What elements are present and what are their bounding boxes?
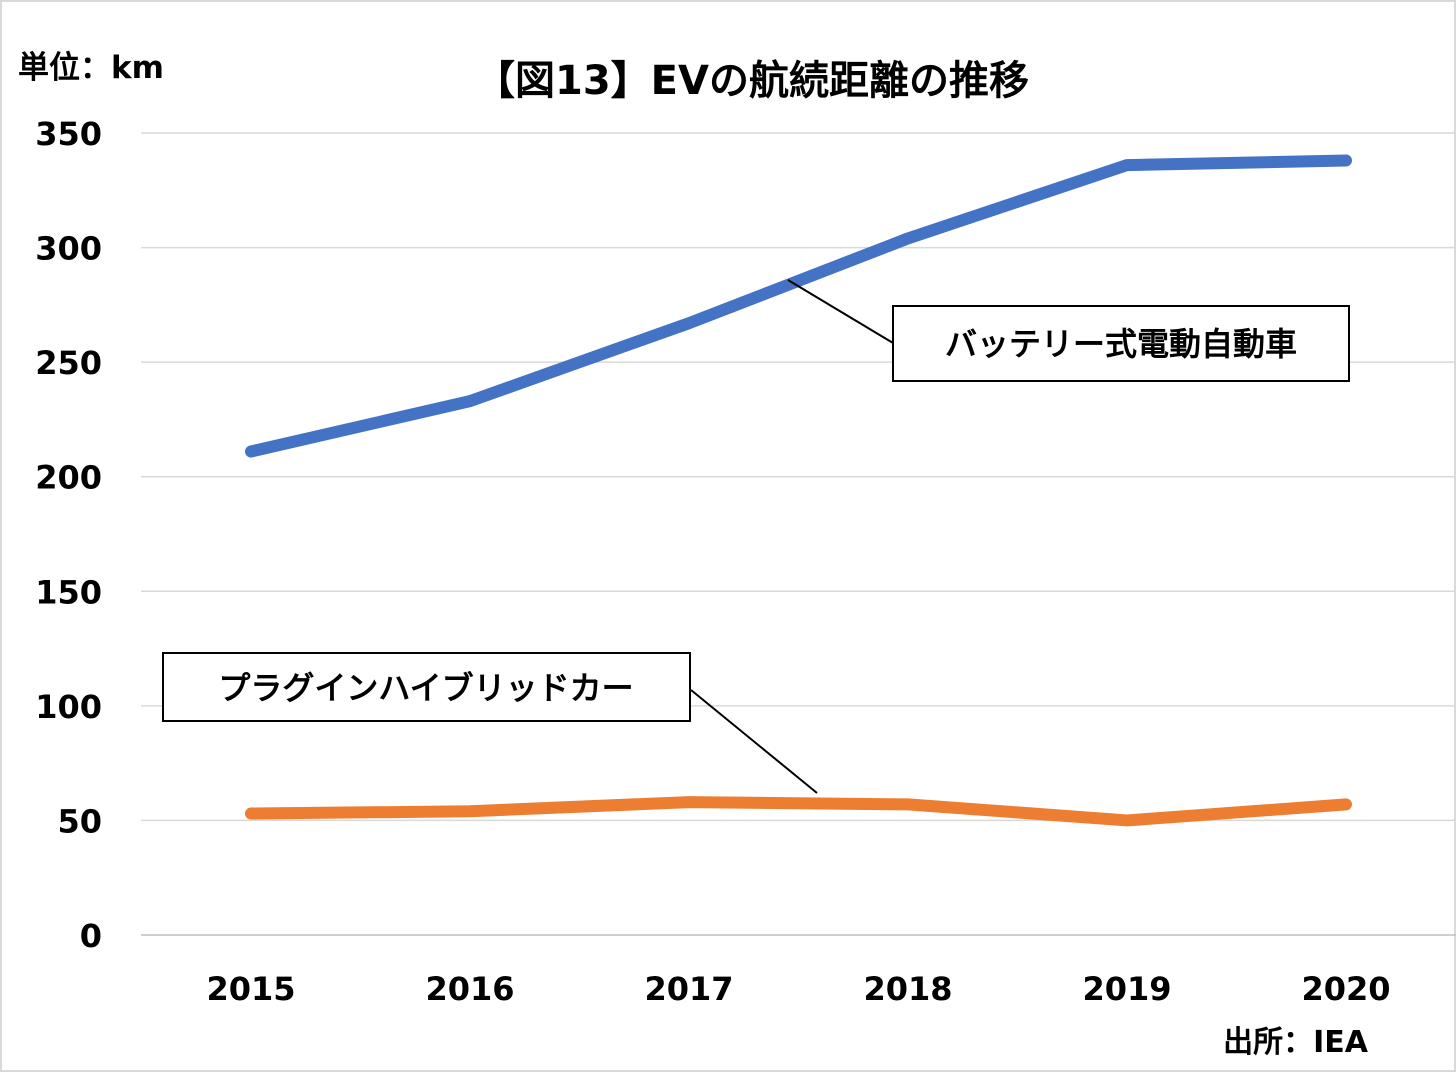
- series-lines: [245, 154, 1352, 827]
- callout-box-bev: [892, 305, 1350, 382]
- source-note: 出所：IEA: [1223, 1025, 1369, 1060]
- y-tick-label: 150: [35, 573, 102, 611]
- chart-title: 【図13】EVの航続距離の推移: [475, 58, 1029, 104]
- x-tick-label: 2019: [1082, 970, 1171, 1008]
- unit-label: 単位：km: [18, 50, 164, 86]
- y-tick-label: 50: [57, 802, 102, 840]
- y-tick-label: 300: [35, 230, 102, 268]
- x-tick-label: 2016: [425, 970, 514, 1008]
- callout-leader-phev: [690, 689, 818, 794]
- y-tick-label: 350: [35, 115, 102, 153]
- y-axis-ticks: 0 50 100 150 200 250 300 350: [35, 115, 102, 955]
- y-tick-label: 100: [35, 688, 102, 726]
- y-tick-label: 0: [80, 917, 102, 955]
- callout-leader-bev: [787, 279, 894, 344]
- x-axis-ticks: 2015 2016 2017 2018 2019 2020: [206, 970, 1390, 1008]
- x-tick-label: 2015: [206, 970, 295, 1008]
- series-line-0: [245, 154, 1352, 458]
- series-label-bev: バッテリー式電動自動車: [945, 325, 1297, 363]
- series-line-1: [245, 796, 1352, 827]
- y-tick-label: 250: [35, 344, 102, 382]
- callout-box-phev: [162, 652, 691, 722]
- x-tick-label: 2020: [1301, 970, 1390, 1008]
- x-tick-label: 2017: [644, 970, 733, 1008]
- y-tick-label: 200: [35, 459, 102, 497]
- x-tick-label: 2018: [863, 970, 952, 1008]
- series-label-phev: プラグインハイブリッドカー: [218, 669, 633, 707]
